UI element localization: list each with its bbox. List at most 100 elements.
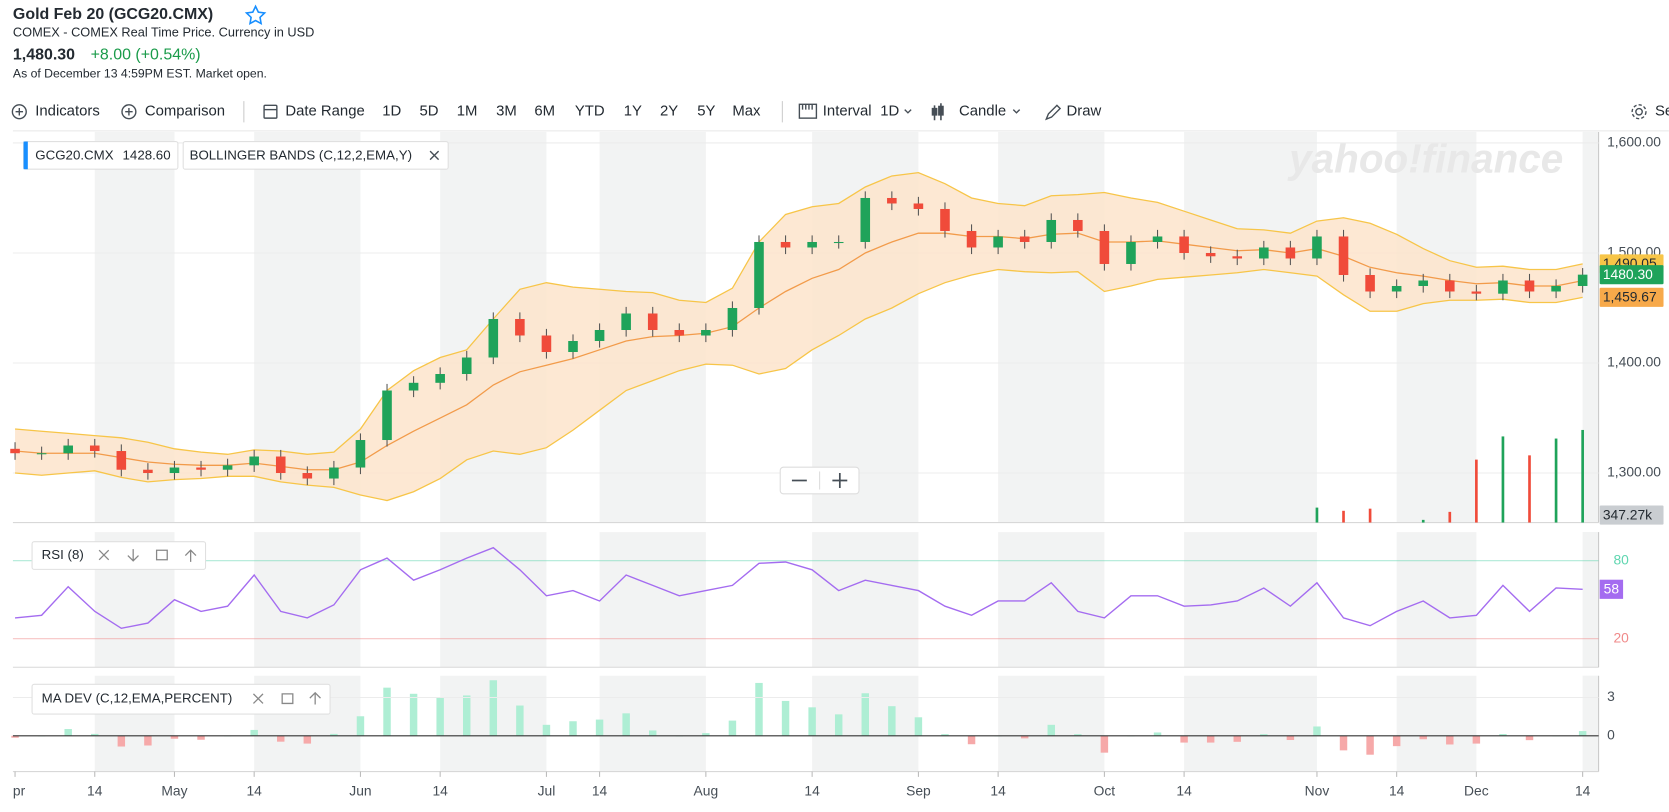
madev-bar xyxy=(1286,735,1295,741)
zoom-controls xyxy=(779,466,860,495)
band-lower xyxy=(14,268,1583,502)
madev-bar xyxy=(1153,732,1162,736)
candle-body xyxy=(780,241,791,248)
volume-bar xyxy=(1554,438,1558,523)
candle-body xyxy=(1498,280,1508,294)
candle-body xyxy=(196,467,206,470)
exchange-info: COMEX - COMEX Real Time Price. Currency … xyxy=(13,24,314,39)
legend-value: 1428.60 xyxy=(123,147,171,162)
candle-body xyxy=(435,374,445,383)
madev-bar xyxy=(1499,734,1507,736)
candle-body xyxy=(1445,280,1455,292)
legend-indicator: BOLLINGER BANDS (C,12,2,EMA,Y) xyxy=(190,147,412,162)
y-tick-label: 1,600.00 xyxy=(1607,134,1661,150)
candle-body xyxy=(860,197,871,242)
madev-controls[interactable] xyxy=(252,691,321,705)
madev-bar xyxy=(1260,734,1268,736)
madev-bar xyxy=(436,698,444,736)
madev-bar xyxy=(463,695,471,736)
madev-bar xyxy=(1313,726,1321,736)
month-band xyxy=(998,675,1105,772)
watchlist-star[interactable] xyxy=(244,4,267,25)
x-tick-label: 14 xyxy=(87,782,103,798)
toolbar-item[interactable]: 1D xyxy=(382,104,401,120)
y-tick-label: 3 xyxy=(1607,688,1615,704)
madev-bar xyxy=(834,714,843,736)
madev-bar xyxy=(11,735,19,738)
x-tick-label: May xyxy=(161,782,187,798)
rsi-controls[interactable] xyxy=(98,549,197,562)
zoom-in[interactable] xyxy=(832,473,848,488)
toolbar-item[interactable]: 5Y xyxy=(697,104,715,120)
month-band xyxy=(1582,532,1599,668)
toolbar-item[interactable]: 5D xyxy=(419,104,438,120)
pane-background xyxy=(12,532,1599,668)
toolbar-item[interactable]: Candle xyxy=(959,104,1006,120)
x-tick-label: 14 xyxy=(1176,782,1192,798)
toolbar-item[interactable]: Max xyxy=(732,104,761,120)
candle-body xyxy=(833,241,844,244)
month-band xyxy=(599,675,706,772)
toolbar-item[interactable]: Se xyxy=(1655,104,1669,120)
candle-body xyxy=(1524,280,1535,292)
toolbar-item[interactable]: Draw xyxy=(1067,104,1102,120)
month-band xyxy=(440,532,547,668)
candle-body xyxy=(754,241,764,308)
madev-bar xyxy=(781,700,790,736)
x-tick-label: 14 xyxy=(1575,782,1591,798)
x-tick-label: Jun xyxy=(349,782,371,798)
toolbar-item[interactable]: Comparison xyxy=(145,104,225,120)
madev-bar xyxy=(702,733,710,736)
candle-body xyxy=(1205,252,1216,257)
toolbar-item[interactable]: Interval xyxy=(823,104,872,120)
candle-body xyxy=(143,469,153,474)
toolbar-item[interactable]: YTD xyxy=(575,104,605,120)
madev-bar xyxy=(595,719,604,736)
madev-bar xyxy=(1419,735,1427,740)
toolbar-item[interactable]: Date Range xyxy=(285,104,364,120)
toolbar-item[interactable]: Indicators xyxy=(35,104,100,120)
candle-body xyxy=(36,453,47,455)
toolbar-item[interactable]: 1Y xyxy=(624,104,642,120)
toolbar-item[interactable]: 1D xyxy=(880,104,899,120)
volume-label-bg xyxy=(1599,505,1664,525)
remove-indicator[interactable] xyxy=(429,150,440,161)
y-tick-label: 1,400.00 xyxy=(1607,354,1661,370)
volume-bar xyxy=(1368,508,1372,523)
candle-body xyxy=(1126,241,1136,264)
volume-label: 347.27k xyxy=(1603,506,1652,522)
x-tick-label: 14 xyxy=(246,782,262,798)
candle-body xyxy=(1391,285,1402,292)
madev-bar xyxy=(941,734,949,736)
toolbar-item[interactable]: 6M xyxy=(534,104,555,120)
candle-body xyxy=(408,382,419,391)
madev-bar xyxy=(1020,735,1029,739)
candle-body xyxy=(541,335,552,353)
candle-body xyxy=(116,451,127,470)
rsi-badge-bg xyxy=(1599,579,1624,599)
toolbar-icons xyxy=(11,103,1647,121)
madev-bar xyxy=(861,693,869,736)
month-band xyxy=(998,532,1105,668)
volume-bar xyxy=(1475,459,1478,523)
x-tick-label: Dec xyxy=(1464,782,1489,798)
rsi-value-label: 58 xyxy=(1604,580,1620,596)
madev-bar xyxy=(542,724,551,736)
madev-bar xyxy=(1578,731,1587,736)
madev-bar xyxy=(489,680,498,736)
toolbar-item[interactable]: 1M xyxy=(457,104,478,120)
madev-bar xyxy=(1525,735,1534,741)
madev-legend: MA DEV (C,12,EMA,PERCENT) xyxy=(42,691,233,706)
month-band xyxy=(254,532,361,668)
watermark: yahoo!finance xyxy=(1287,135,1563,181)
madev-bar xyxy=(1206,735,1215,743)
candle-body xyxy=(966,230,977,248)
toolbar-item[interactable]: 3M xyxy=(496,104,517,120)
candle-body xyxy=(302,473,313,479)
last-price-label-bg xyxy=(1599,265,1664,285)
toolbar-item[interactable]: 2Y xyxy=(660,104,678,120)
legend-rsi: RSI (8) xyxy=(31,541,207,570)
madev-bar xyxy=(914,717,923,736)
candle-body xyxy=(1577,274,1588,286)
madev-bar xyxy=(648,730,657,736)
